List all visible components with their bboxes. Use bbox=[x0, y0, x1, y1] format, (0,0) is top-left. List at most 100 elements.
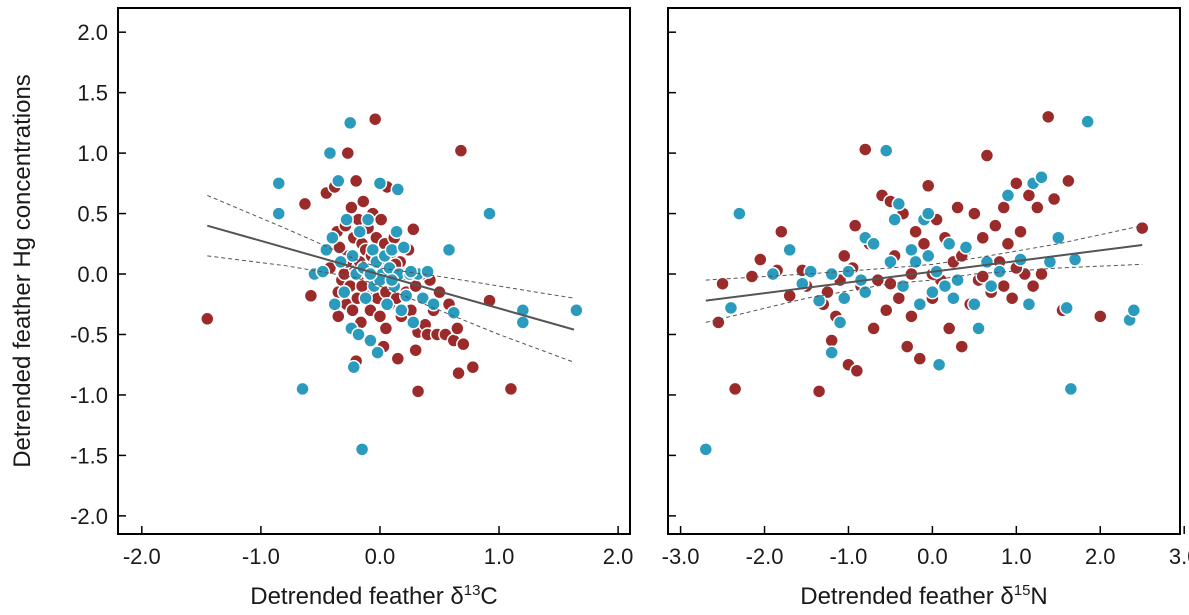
data-point-blue bbox=[937, 278, 953, 294]
data-point-red bbox=[297, 196, 313, 212]
data-point-red bbox=[331, 309, 346, 324]
data-point-blue bbox=[979, 254, 995, 270]
data-point-blue bbox=[891, 196, 907, 212]
data-point-red bbox=[1021, 188, 1037, 203]
data-point-blue bbox=[1051, 230, 1066, 245]
x-tick-label: 0.0 bbox=[365, 544, 396, 569]
regression-line bbox=[705, 244, 1143, 302]
data-point-blue bbox=[1059, 300, 1074, 316]
data-point-blue bbox=[1126, 303, 1142, 318]
data-point-blue bbox=[958, 240, 974, 255]
data-point-blue bbox=[331, 173, 346, 189]
y-tick-label: 0.0 bbox=[77, 262, 108, 287]
series-blue bbox=[698, 114, 1142, 457]
data-point-blue bbox=[941, 236, 957, 252]
data-point-blue bbox=[339, 212, 354, 227]
data-point-red bbox=[406, 222, 421, 237]
data-point-blue bbox=[920, 248, 936, 264]
plot-frame bbox=[117, 7, 631, 535]
data-point-red bbox=[408, 342, 423, 358]
data-point-red bbox=[372, 309, 388, 324]
data-point-blue bbox=[992, 264, 1007, 279]
data-point-red bbox=[824, 333, 839, 348]
data-point-red bbox=[891, 290, 907, 306]
data-point-blue bbox=[271, 176, 286, 191]
data-point-blue bbox=[345, 248, 360, 264]
data-point-blue bbox=[1021, 297, 1037, 312]
data-point-red bbox=[1061, 173, 1076, 189]
y-tick-label: 0.5 bbox=[77, 202, 108, 227]
data-point-blue bbox=[782, 242, 797, 258]
data-point-red bbox=[908, 224, 923, 239]
data-point-blue bbox=[857, 284, 873, 300]
data-point-red bbox=[916, 236, 932, 252]
data-point-blue bbox=[370, 345, 385, 360]
data-point-red bbox=[715, 276, 730, 291]
data-point-red bbox=[920, 178, 936, 194]
data-point-blue bbox=[327, 297, 342, 312]
data-point-blue bbox=[441, 242, 457, 258]
x-axis-title: Detrended feather δ13C bbox=[250, 582, 498, 610]
data-point-red bbox=[373, 212, 389, 227]
data-point-red bbox=[883, 276, 898, 291]
data-point-blue bbox=[354, 442, 370, 457]
data-point-blue bbox=[698, 442, 714, 457]
confidence-lower-line bbox=[207, 255, 575, 363]
data-point-red bbox=[975, 269, 991, 284]
x-tick-label: -2.0 bbox=[123, 544, 161, 569]
data-point-red bbox=[410, 384, 426, 399]
data-point-blue bbox=[925, 284, 940, 300]
data-point-red bbox=[465, 359, 481, 375]
data-point-red bbox=[1025, 278, 1041, 294]
data-point-blue bbox=[379, 297, 395, 312]
data-point-red bbox=[849, 363, 865, 379]
data-point-blue bbox=[824, 266, 839, 282]
data-point-red bbox=[996, 278, 1011, 294]
y-tick-label: 1.5 bbox=[77, 81, 108, 106]
y-axis-title: Detrended feather Hg concentrations bbox=[9, 74, 36, 468]
data-point-blue bbox=[732, 206, 747, 221]
panel-2: -3.0 -2.0 -1.0 0.0 1.0 2.0 3.0 Detrended feathe… bbox=[662, 7, 1189, 610]
data-point-blue bbox=[446, 305, 462, 320]
data-point-blue bbox=[420, 264, 435, 279]
data-point-blue bbox=[765, 266, 781, 282]
data-point-red bbox=[912, 351, 928, 366]
data-point-blue bbox=[384, 242, 400, 258]
x-tick-label: -2.0 bbox=[746, 544, 784, 569]
data-point-blue bbox=[1080, 114, 1095, 129]
data-point-red bbox=[1000, 236, 1016, 252]
data-point-red bbox=[996, 200, 1011, 215]
x-axis-title: Detrended feather δ15N bbox=[800, 582, 1048, 610]
data-point-red bbox=[811, 384, 827, 399]
data-point-red bbox=[753, 252, 768, 267]
plot-frame bbox=[667, 7, 1181, 535]
data-point-blue bbox=[971, 321, 986, 336]
data-point-red bbox=[1004, 290, 1020, 306]
data-point-blue bbox=[904, 242, 919, 258]
data-point-blue bbox=[322, 145, 338, 161]
data-point-red bbox=[878, 303, 894, 318]
y-tick-label: -0.5 bbox=[70, 322, 108, 347]
data-point-red bbox=[340, 145, 356, 161]
data-point-blue bbox=[426, 297, 441, 312]
data-point-blue bbox=[358, 290, 373, 306]
data-point-red bbox=[954, 339, 970, 354]
data-point-red bbox=[453, 143, 469, 158]
data-point-blue bbox=[837, 290, 852, 306]
data-point-red bbox=[503, 381, 519, 397]
data-point-blue bbox=[824, 345, 839, 360]
x-tick-label: -1.0 bbox=[829, 544, 867, 569]
data-point-blue bbox=[967, 297, 982, 312]
data-point-blue bbox=[931, 357, 947, 372]
data-point-red bbox=[1134, 220, 1150, 236]
data-point-red bbox=[345, 303, 360, 318]
data-point-blue bbox=[346, 359, 362, 375]
x-tick-label: -3.0 bbox=[662, 544, 700, 569]
data-point-red bbox=[1009, 176, 1024, 191]
data-point-red bbox=[941, 321, 957, 336]
data-point-blue bbox=[866, 236, 881, 252]
data-point-red bbox=[1034, 266, 1049, 282]
data-point-red bbox=[837, 248, 852, 264]
x-tick-label: 1.0 bbox=[484, 544, 515, 569]
